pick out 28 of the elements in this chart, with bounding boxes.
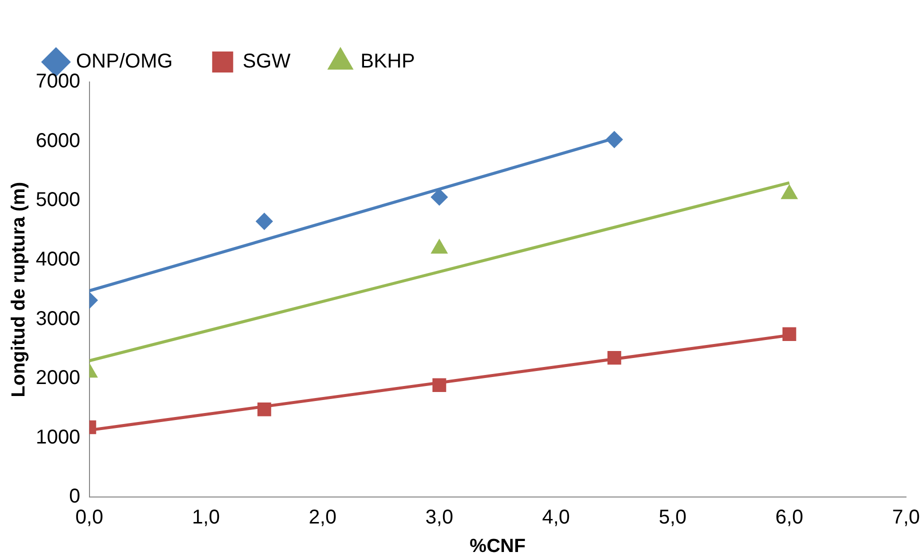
x-tick-label: 7,0 [892, 506, 920, 529]
x-tick-label: 3,0 [425, 506, 454, 529]
y-tick-label: 5000 [36, 189, 80, 212]
y-axis-title: Longitud de ruptura (m) [8, 182, 30, 398]
legend-label: SGW [242, 50, 291, 73]
x-tick-label: 2,0 [308, 506, 337, 529]
x-tick-label: 0,0 [75, 506, 104, 529]
point [607, 350, 622, 365]
legend-label: BKHP [360, 50, 415, 73]
point [782, 327, 796, 341]
y-tick-label: 1000 [36, 426, 80, 448]
y-tick-label: 4000 [36, 248, 80, 270]
point [432, 378, 446, 392]
y-tick-label: 7000 [36, 70, 80, 93]
point [606, 131, 623, 148]
point [256, 212, 273, 230]
x-tick-label: 4,0 [542, 506, 570, 529]
legend-label: ONP/OMG [76, 50, 173, 73]
x-tick-label: 6,0 [775, 506, 804, 529]
x-tick-label: 1,0 [192, 506, 220, 529]
point [257, 402, 272, 416]
y-tick-label: 2000 [36, 367, 80, 390]
y-tick-label: 0 [69, 486, 80, 508]
x-tick-label: 5,0 [658, 506, 687, 529]
y-tick-label: 6000 [36, 130, 80, 152]
y-tick-label: 3000 [36, 308, 80, 330]
x-axis-title: %CNF [470, 536, 526, 557]
point [430, 188, 448, 206]
